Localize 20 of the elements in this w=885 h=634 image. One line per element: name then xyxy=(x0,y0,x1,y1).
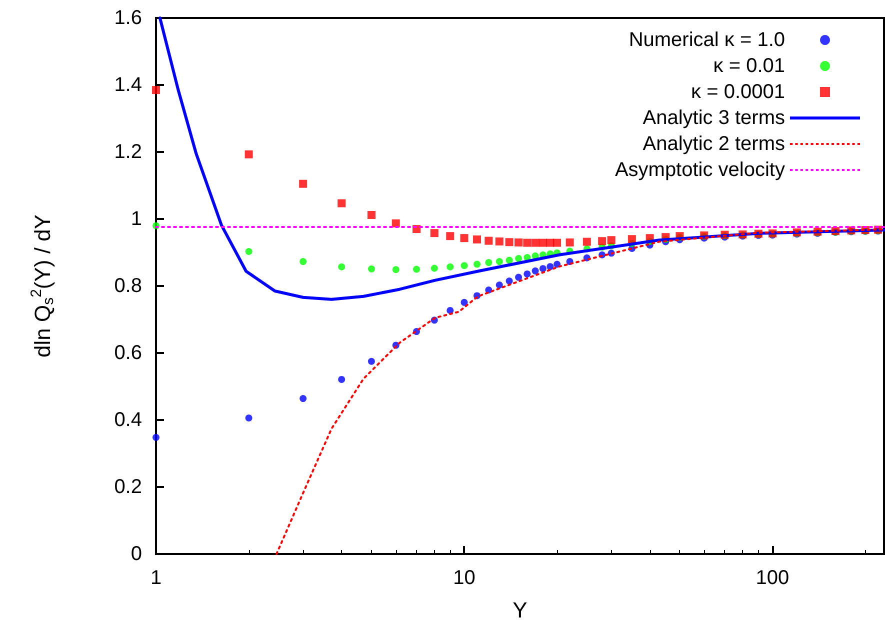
y-tick-label: 0 xyxy=(130,543,142,565)
legend-label: Analytic 3 terms xyxy=(642,107,785,129)
legend-label: κ = 0.01 xyxy=(713,55,785,77)
x-axis-title: Y xyxy=(512,598,528,622)
y-tick-label: 1.4 xyxy=(114,74,142,96)
legend-label: κ = 0.0001 xyxy=(691,81,785,103)
legend-label: Numerical κ = 1.0 xyxy=(628,29,785,51)
y-tick-label: 1.2 xyxy=(114,141,142,163)
legend-label: Analytic 2 terms xyxy=(642,133,785,155)
y-tick-label: 0.8 xyxy=(114,275,142,297)
y-tick-label: 1 xyxy=(130,208,142,230)
y-tick-label: 1.6 xyxy=(114,7,142,29)
y-tick-label: 0.6 xyxy=(114,342,142,364)
y-tick-label: 0.2 xyxy=(114,476,142,498)
x-tick-label: 100 xyxy=(756,567,790,589)
y-tick-label: 0.4 xyxy=(114,409,142,431)
x-tick-label: 1 xyxy=(150,567,162,589)
x-tick-label: 10 xyxy=(453,567,476,589)
y-axis-title: dln Qs2(Y) / dY xyxy=(28,214,57,358)
legend-label: Asymptotic velocity xyxy=(614,159,785,181)
